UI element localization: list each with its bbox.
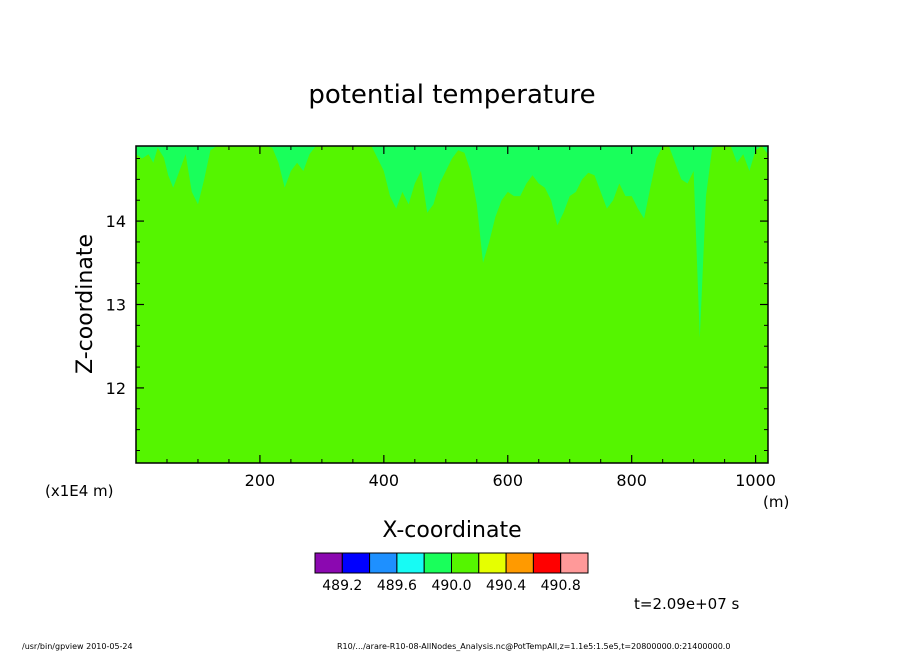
colorbar-swatch bbox=[369, 552, 398, 574]
x-tick-label: 600 bbox=[492, 471, 523, 490]
colorbar-label: 490.0 bbox=[431, 578, 471, 594]
y-tick-label: 12 bbox=[106, 379, 126, 398]
footer-left: /usr/bin/gpview 2010-05-24 bbox=[22, 642, 133, 651]
colorbar-swatch bbox=[396, 552, 425, 574]
x-axis: 200 400 600 800 1000 bbox=[166, 146, 776, 490]
colorbar-swatch bbox=[478, 552, 507, 574]
y-tick-label: 14 bbox=[106, 212, 126, 231]
colorbar-label: 490.4 bbox=[486, 578, 526, 594]
colorbar-swatch bbox=[341, 552, 371, 574]
x-tick-label: 200 bbox=[245, 471, 276, 490]
y-units-label: (x1E4 m) bbox=[45, 482, 114, 500]
field-background bbox=[136, 146, 768, 463]
colorbar-swatch bbox=[532, 552, 562, 574]
colorbar-label: 489.2 bbox=[322, 578, 362, 594]
chart-title: potential temperature bbox=[308, 80, 595, 110]
time-label: t=2.09e+07 s bbox=[634, 595, 740, 613]
footer-right: R10/.../arare-R10-08-AllNodes_Analysis.n… bbox=[337, 642, 731, 651]
colorbar-swatch bbox=[505, 552, 534, 574]
y-tick-label: 13 bbox=[106, 296, 126, 315]
colorbar: 489.2 489.6 490.0 490.4 490.8 bbox=[314, 552, 589, 594]
x-units-label: (m) bbox=[763, 493, 789, 511]
colorbar-swatch bbox=[314, 552, 343, 574]
y-axis: 12 13 14 bbox=[106, 158, 768, 451]
colorbar-label: 489.6 bbox=[377, 578, 417, 594]
colorbar-swatch bbox=[560, 552, 589, 574]
colorbar-label: 490.8 bbox=[541, 578, 581, 594]
colorbar-swatch bbox=[451, 552, 480, 574]
x-tick-label: 400 bbox=[369, 471, 400, 490]
colorbar-swatch bbox=[423, 552, 453, 574]
x-tick-label: 800 bbox=[616, 471, 647, 490]
x-tick-label: 1000 bbox=[735, 471, 776, 490]
upper-contour-region bbox=[136, 146, 768, 338]
y-axis-label: Z-coordinate bbox=[73, 234, 98, 374]
x-axis-label: X-coordinate bbox=[382, 518, 521, 543]
